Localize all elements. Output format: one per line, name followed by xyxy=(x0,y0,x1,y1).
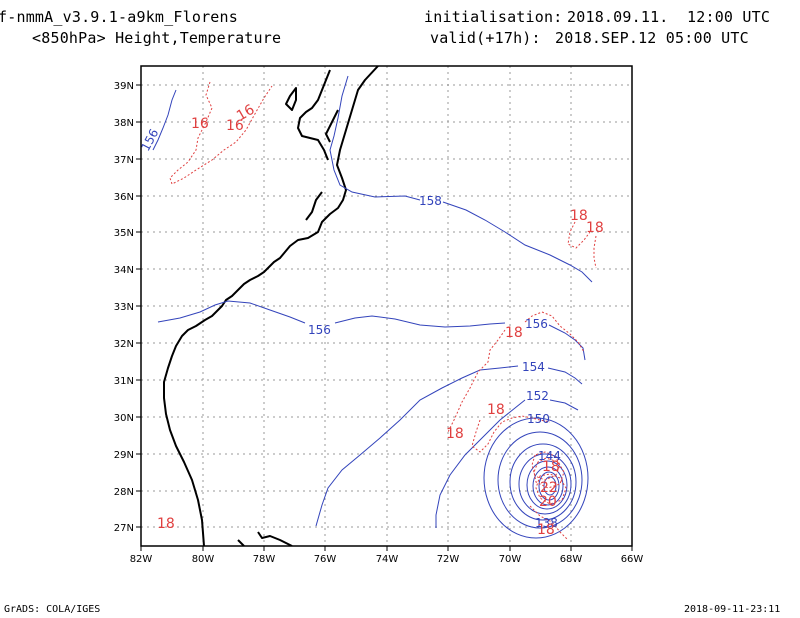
height-label: 152 xyxy=(526,389,549,403)
x-tick-label: 68W xyxy=(560,554,583,565)
model-title: f-nmmA_v3.9.1-a9km_Florens xyxy=(0,8,238,26)
init-label: initialisation: xyxy=(424,8,563,26)
temperature-label: 20 xyxy=(539,494,557,510)
x-tick-label: 66W xyxy=(621,554,644,565)
init-value: 2018.09.11. 12:00 UTC xyxy=(567,8,771,26)
temperature-label: 18 xyxy=(446,426,464,442)
temperature-label: 16 xyxy=(234,102,258,125)
temperature-label: 18 xyxy=(537,522,555,538)
field-title: <850hPa> Height,Temperature xyxy=(32,29,282,47)
height-label: 156 xyxy=(308,323,331,337)
temperature-label: 16 xyxy=(226,118,244,134)
temperature-labels: 16 16 16 18 18 18 18 18 18 22 20 18 18 xyxy=(157,102,604,538)
coastline xyxy=(163,66,379,546)
x-tick-labels: 82W 80W 78W 76W 74W 72W 70W 68W 66W xyxy=(130,554,644,565)
x-tick-label: 74W xyxy=(376,554,399,565)
x-tick-label: 70W xyxy=(499,554,522,565)
height-labels: 156 158 156 156 154 152 150 144 138 xyxy=(141,127,561,530)
y-tick-label: 29N xyxy=(114,450,134,461)
height-label: 158 xyxy=(419,194,442,208)
y-tick-label: 34N xyxy=(114,265,134,276)
height-label: 150 xyxy=(527,412,550,426)
grid-lines xyxy=(141,66,632,546)
y-tick-label: 27N xyxy=(114,523,134,534)
valid-value: 2018.SEP.12 05:00 UTC xyxy=(555,29,749,47)
temperature-label: 18 xyxy=(157,516,175,532)
height-label: 156 xyxy=(525,317,548,331)
valid-label: valid(+17h): xyxy=(430,29,541,47)
height-label: 144 xyxy=(538,449,561,463)
y-tick-label: 31N xyxy=(114,376,134,387)
x-tick-label: 82W xyxy=(130,554,153,565)
x-tick-label: 80W xyxy=(192,554,215,565)
temperature-label: 22 xyxy=(540,480,558,496)
temperature-label: 16 xyxy=(191,116,209,132)
temperature-label: 18 xyxy=(505,325,523,341)
y-tick-labels: 39N 38N 37N 36N 35N 34N 33N 32N 31N 30N … xyxy=(114,81,134,534)
x-tick-label: 76W xyxy=(314,554,337,565)
y-tick-label: 33N xyxy=(114,302,134,313)
temperature-label: 18 xyxy=(586,220,604,236)
temperature-contours xyxy=(169,81,597,541)
height-label: 138 xyxy=(535,516,558,530)
y-tick-label: 39N xyxy=(114,81,134,92)
temperature-label: 18 xyxy=(487,402,505,418)
x-tick-label: 72W xyxy=(437,554,460,565)
temperature-label: 18 xyxy=(542,459,560,475)
y-tick-label: 38N xyxy=(114,118,134,129)
tick-marks xyxy=(136,84,633,551)
height-label: 154 xyxy=(522,360,545,374)
temperature-label: 18 xyxy=(570,208,588,224)
software-credit: GrADS: COLA/IGES xyxy=(4,604,101,615)
x-tick-label: 78W xyxy=(253,554,276,565)
y-tick-label: 28N xyxy=(114,487,134,498)
y-tick-label: 30N xyxy=(114,413,134,424)
height-contours xyxy=(152,75,593,539)
y-tick-label: 37N xyxy=(114,155,134,166)
y-tick-label: 35N xyxy=(114,228,134,239)
y-tick-label: 36N xyxy=(114,192,134,203)
y-tick-label: 32N xyxy=(114,339,134,350)
render-timestamp: 2018-09-11-23:11 xyxy=(684,604,781,615)
